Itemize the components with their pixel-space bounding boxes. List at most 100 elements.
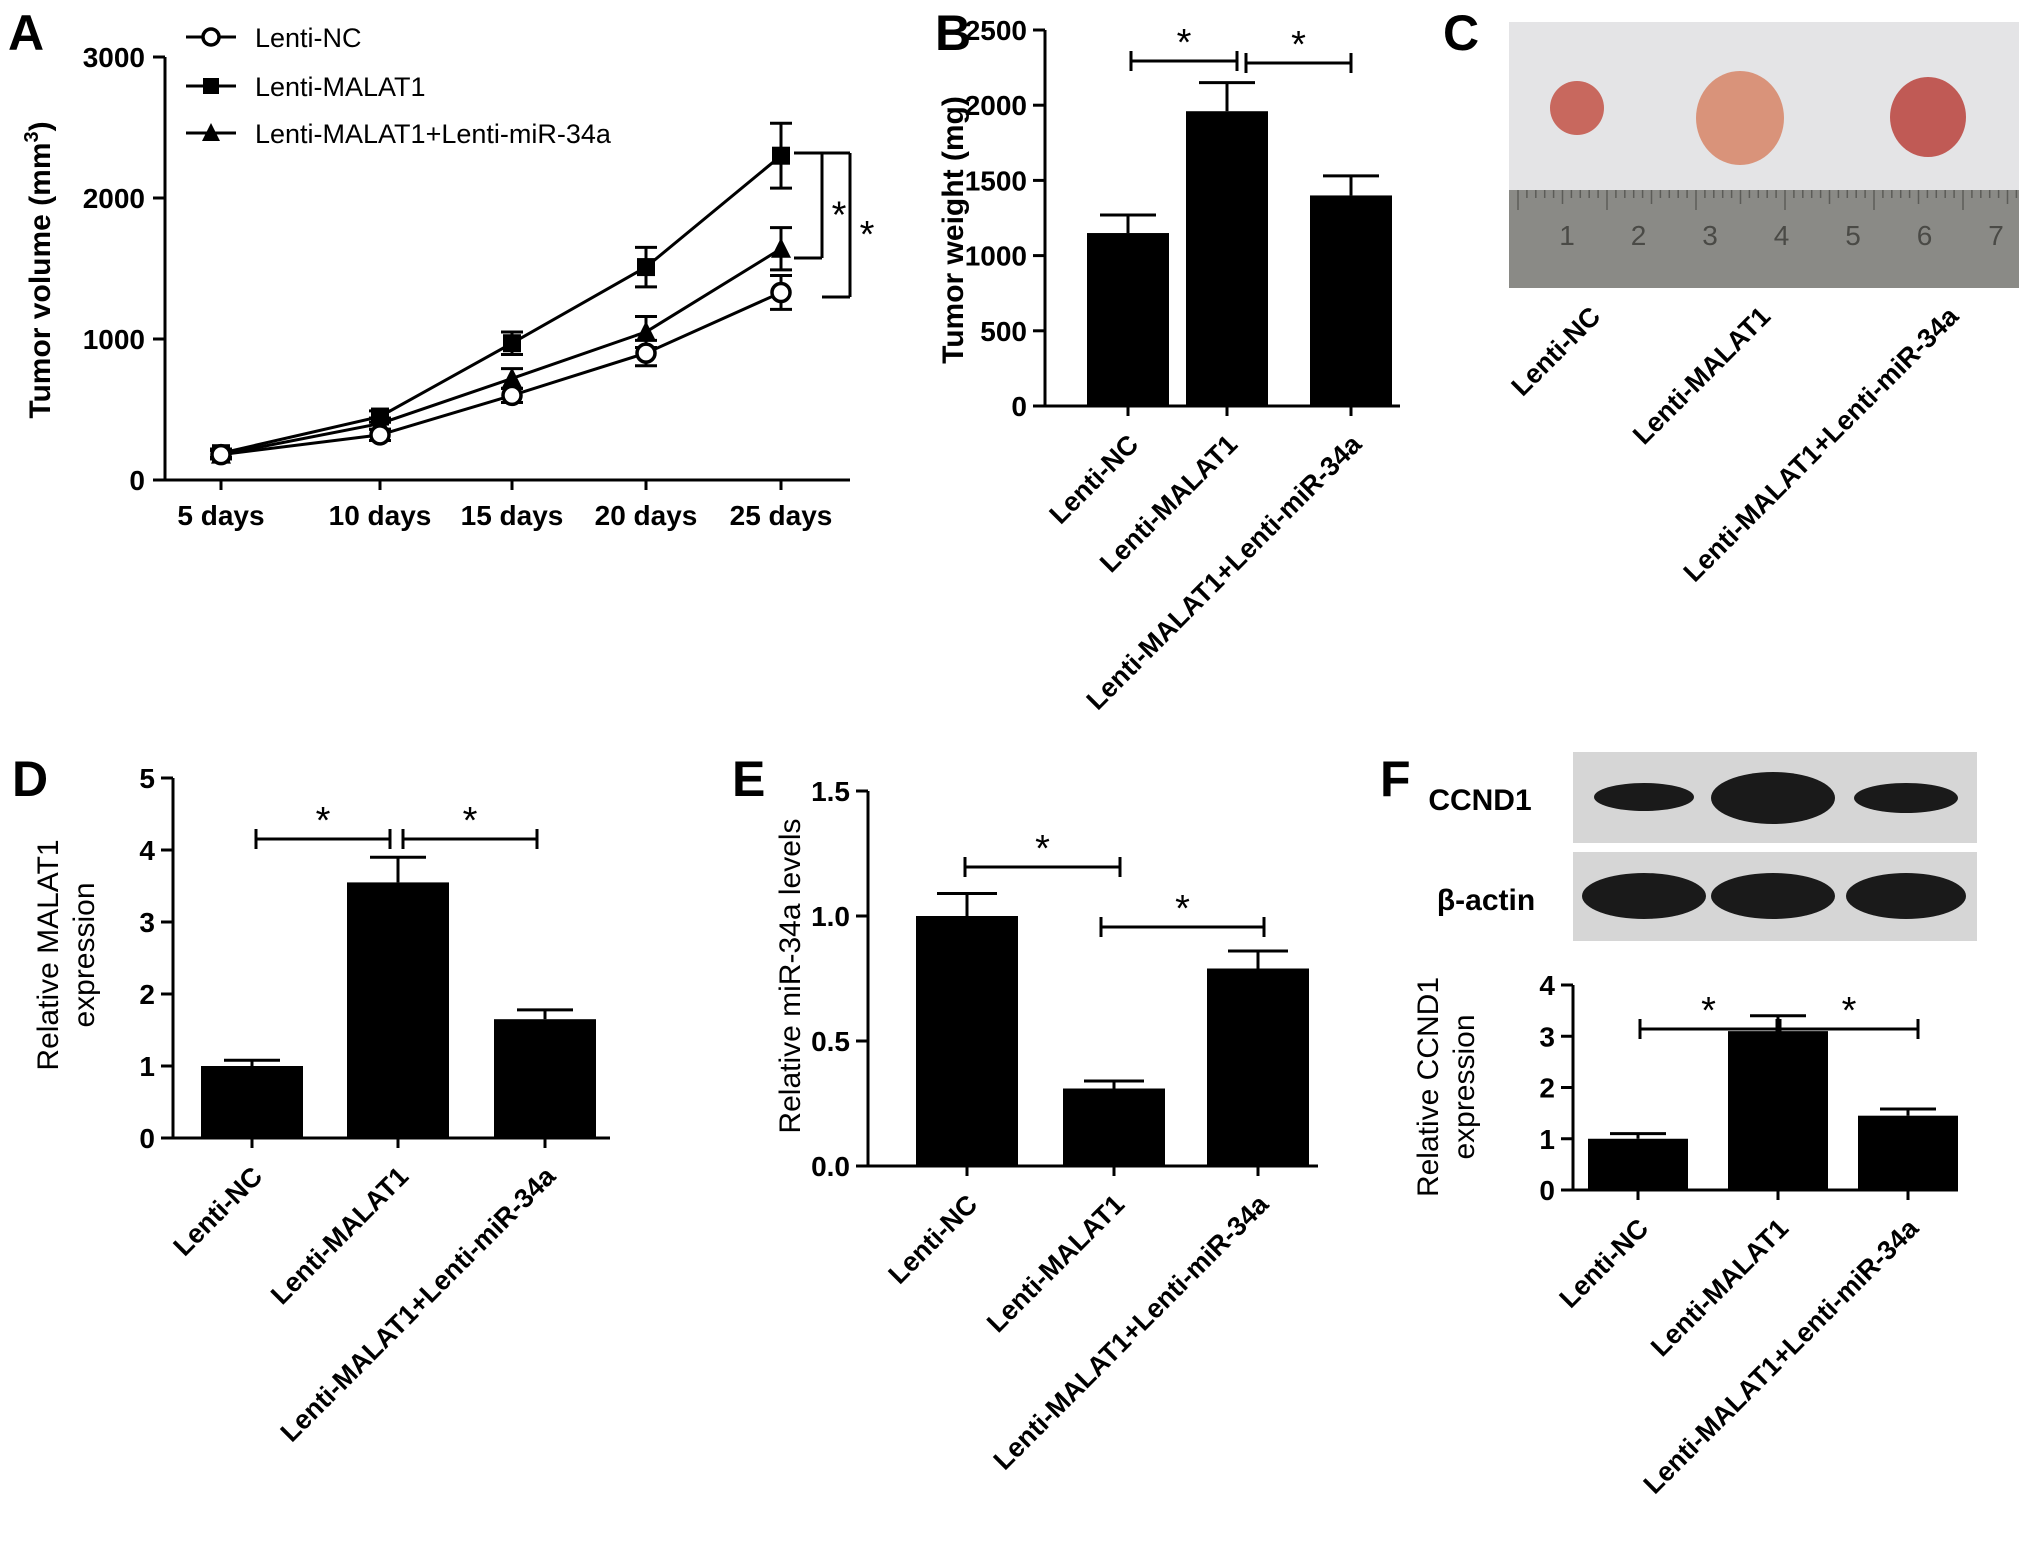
bar bbox=[1310, 195, 1392, 406]
y-tick-label: 1 bbox=[1539, 1124, 1555, 1155]
y-tick-label: 3000 bbox=[83, 42, 145, 73]
y-tick-label: 0 bbox=[129, 465, 145, 496]
significance-star: * bbox=[832, 195, 847, 237]
x-category-label: Lenti-MALAT1+Lenti-miR-34a bbox=[1081, 428, 1368, 715]
bar bbox=[494, 1019, 596, 1138]
bar bbox=[1186, 111, 1268, 406]
y-tick-label: 4 bbox=[1539, 970, 1555, 1001]
x-category-label: Lenti-MALAT1 bbox=[1645, 1213, 1794, 1362]
x-tick-label: 25 days bbox=[730, 500, 833, 531]
panel-letter: E bbox=[732, 751, 765, 807]
y-tick-label: 3 bbox=[139, 907, 155, 938]
x-category-label: Lenti-MALAT1+Lenti-miR-34a bbox=[275, 1160, 562, 1447]
panel-letter: F bbox=[1380, 751, 1411, 807]
blot-band bbox=[1711, 772, 1835, 824]
x-category-label: Lenti-MALAT1+Lenti-miR-34a bbox=[1638, 1212, 1925, 1499]
y-axis-label-end: ) bbox=[24, 121, 57, 131]
y-axis-label-line2: expression bbox=[1448, 1014, 1481, 1159]
y-axis-label-text: Tumor volume (mm bbox=[24, 142, 57, 418]
y-tick-label: 500 bbox=[980, 316, 1027, 347]
x-category-label: Lenti-MALAT1+Lenti-miR-34a bbox=[988, 1188, 1275, 1475]
y-tick-label: 4 bbox=[139, 835, 155, 866]
data-point-square bbox=[503, 334, 521, 353]
y-tick-label: 0 bbox=[139, 1123, 155, 1154]
blot-band bbox=[1711, 873, 1835, 919]
y-tick-label: 0 bbox=[1011, 391, 1027, 422]
significance-star: * bbox=[1842, 990, 1857, 1032]
legend-label: Lenti-MALAT1+Lenti-miR-34a bbox=[255, 119, 612, 149]
blot-row-label: CCND1 bbox=[1428, 784, 1531, 817]
x-category-label: Lenti-NC bbox=[1553, 1213, 1654, 1314]
blot-band bbox=[1846, 873, 1966, 919]
bar bbox=[1087, 233, 1169, 406]
bar bbox=[1728, 1031, 1828, 1190]
y-tick-label: 2500 bbox=[965, 15, 1027, 46]
ruler-number: 2 bbox=[1631, 220, 1647, 251]
tumor-lenti-malat1 bbox=[1696, 71, 1784, 165]
tumor-lenti-malat1-mir34a bbox=[1890, 77, 1966, 157]
significance-star: * bbox=[1177, 22, 1192, 64]
data-point-triangle bbox=[771, 237, 791, 258]
legend-label: Lenti-NC bbox=[255, 23, 362, 53]
bar bbox=[1588, 1138, 1688, 1190]
ruler-number: 1 bbox=[1559, 220, 1575, 251]
data-point-circle bbox=[201, 27, 221, 47]
y-tick-label: 1.0 bbox=[811, 901, 850, 932]
blot-band bbox=[1594, 783, 1694, 811]
y-axis-label: Relative MALAT1 bbox=[32, 839, 65, 1070]
series-line bbox=[220, 247, 782, 457]
x-category-label: Lenti-NC bbox=[167, 1161, 268, 1262]
significance-star: * bbox=[1701, 990, 1716, 1032]
y-axis-label: Tumor weight (mg) bbox=[937, 96, 970, 364]
y-tick-label: 1000 bbox=[83, 324, 145, 355]
y-tick-label: 2 bbox=[1539, 1073, 1555, 1104]
bar bbox=[1207, 968, 1309, 1166]
series-line bbox=[220, 154, 782, 455]
data-point-square bbox=[772, 146, 790, 165]
data-point-circle bbox=[635, 342, 657, 364]
y-tick-label: 0.5 bbox=[811, 1026, 850, 1057]
blot-band bbox=[1582, 873, 1706, 919]
data-point-circle bbox=[770, 281, 792, 304]
panel-letter: A bbox=[8, 5, 44, 61]
significance-star: * bbox=[860, 214, 875, 256]
y-tick-label: 2000 bbox=[83, 183, 145, 214]
y-tick-label: 1000 bbox=[965, 241, 1027, 272]
panel-a-tumor-volume-chart: A 0 1000 2000 3000 5 days 10 days 15 days 20 day… bbox=[8, 5, 875, 531]
data-point-triangle bbox=[636, 320, 656, 341]
photo-group-label: Lenti-MALAT1 bbox=[1627, 301, 1776, 450]
y-tick-label: 0 bbox=[1539, 1175, 1555, 1206]
bar bbox=[916, 916, 1018, 1166]
ruler-number: 7 bbox=[1988, 220, 2004, 251]
bar bbox=[347, 882, 449, 1138]
y-axis-label-line2: expression bbox=[68, 882, 101, 1027]
y-tick-label: 1.5 bbox=[811, 776, 850, 807]
bar bbox=[1063, 1088, 1165, 1166]
y-axis-label: Relative CCND1 bbox=[1412, 977, 1445, 1197]
x-category-label: Lenti-MALAT1 bbox=[981, 1189, 1130, 1338]
blot-row-label: β-actin bbox=[1437, 884, 1535, 917]
panel-letter: C bbox=[1443, 5, 1479, 61]
significance-star: * bbox=[463, 800, 478, 842]
photo-group-label: Lenti-NC bbox=[1505, 301, 1606, 402]
x-category-label: Lenti-NC bbox=[1043, 429, 1144, 530]
panel-b-tumor-weight-chart: B 0 500 1000 1500 2000 2500 Lenti-NCLenti-MALAT… bbox=[935, 5, 1400, 716]
panel-d-malat1-chart: D 0 1 2 3 4 5 Lenti-NCLenti-MALAT1Lenti-MALAT1+… bbox=[12, 751, 610, 1448]
ruler-number: 3 bbox=[1702, 220, 1718, 251]
ruler-number: 4 bbox=[1774, 220, 1790, 251]
x-category-label: Lenti-MALAT1 bbox=[265, 1161, 414, 1310]
ruler-number: 6 bbox=[1917, 220, 1933, 251]
panel-letter: D bbox=[12, 751, 48, 807]
panel-e-mir34a-chart: E 0.0 0.5 1.0 1.5 Lenti-NCLenti-MALAT1Lenti-M… bbox=[732, 751, 1318, 1476]
x-category-label: Lenti-NC bbox=[882, 1189, 983, 1290]
ruler-number: 5 bbox=[1845, 220, 1861, 251]
data-point-square bbox=[637, 258, 655, 277]
y-axis-label: Tumor volume (mm3) bbox=[21, 121, 57, 418]
panel-f-ccnd1: F 0 1 2 3 4 Lenti-NCLenti-MALAT1Lenti-MALAT1+L… bbox=[1380, 751, 1977, 1500]
y-tick-label: 2000 bbox=[965, 90, 1027, 121]
bar bbox=[201, 1066, 303, 1138]
significance-star: * bbox=[1035, 828, 1050, 870]
series-line bbox=[220, 291, 782, 457]
x-tick-label: 10 days bbox=[329, 500, 432, 531]
